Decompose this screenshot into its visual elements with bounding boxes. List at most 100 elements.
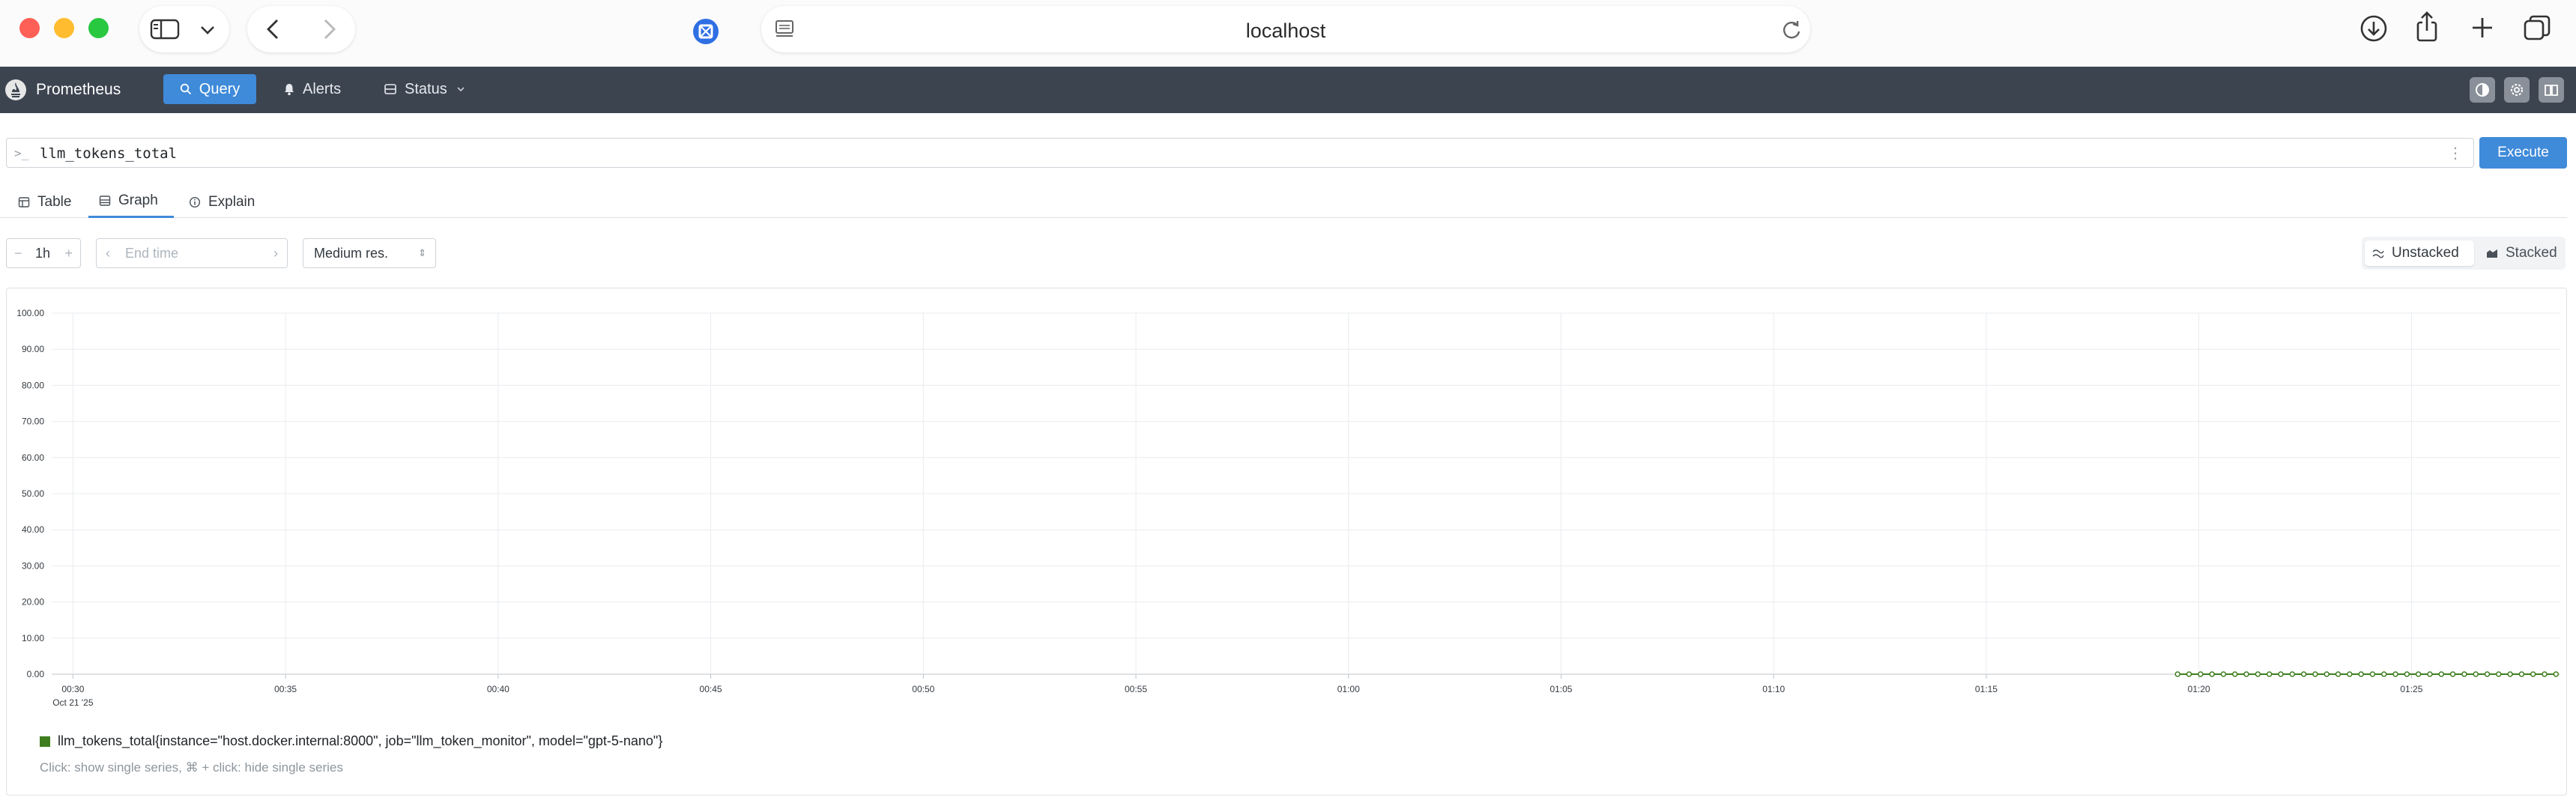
range-input[interactable]: − 1h +	[6, 238, 81, 268]
unstacked-label: Unstacked	[2392, 245, 2459, 261]
nav-query-label: Query	[199, 80, 241, 97]
x-tick-label: 01:10	[1762, 684, 1785, 694]
settings-button[interactable]	[2504, 77, 2530, 103]
series-label[interactable]: llm_tokens_total{instance="host.docker.i…	[58, 733, 663, 748]
reload-icon[interactable]	[1782, 19, 1801, 40]
y-tick-label: 0.00	[27, 669, 45, 679]
nav-status-label: Status	[405, 80, 447, 97]
x-tick-label: 00:30	[61, 684, 84, 694]
data-point	[2484, 671, 2491, 677]
history-nav-group	[247, 6, 355, 52]
nav-alerts-button[interactable]: Alerts	[280, 74, 355, 104]
unstacked-option[interactable]: Unstacked	[2365, 240, 2474, 266]
page-settings-icon[interactable]	[773, 19, 796, 39]
data-point	[2473, 671, 2479, 677]
time-series-chart[interactable]: 0.00 10.00 20.00 30.00 40.00 50.00 60.00 70.00 8…	[7, 288, 2568, 723]
query-expression-input[interactable]: >_ llm_tokens_total ⋮	[6, 138, 2474, 168]
data-point	[2347, 671, 2353, 677]
y-tick-label: 30.00	[22, 560, 44, 571]
query-expression-text[interactable]: llm_tokens_total	[40, 145, 178, 162]
back-arrow-icon[interactable]	[265, 18, 280, 40]
end-time-placeholder[interactable]: End time	[125, 245, 179, 261]
end-time-input[interactable]: ‹ End time ›	[96, 238, 288, 268]
nav-status-menu[interactable]: Status	[382, 74, 480, 104]
extension-area	[682, 6, 734, 52]
resolution-value: Medium res.	[314, 245, 389, 261]
y-tick-label: 100.00	[16, 308, 44, 318]
data-point	[2232, 671, 2238, 677]
sidebar-icon[interactable]	[150, 19, 180, 40]
docs-button[interactable]	[2539, 77, 2564, 103]
chevron-right-icon[interactable]: ›	[273, 245, 278, 261]
address-bar[interactable]: localhost	[761, 6, 1810, 52]
tab-graph[interactable]: Graph	[88, 186, 174, 218]
new-tab-icon[interactable]	[2470, 15, 2495, 40]
data-point	[2518, 671, 2525, 677]
y-tick-label: 10.00	[22, 633, 44, 643]
graph-panel: 0.00 10.00 20.00 30.00 40.00 50.00 60.00 70.00 8…	[6, 288, 2567, 796]
close-window-button[interactable]	[19, 18, 40, 38]
data-point	[2255, 671, 2261, 677]
x-tick-label: 00:55	[1125, 684, 1147, 694]
x-tick-label: 01:00	[1337, 684, 1360, 694]
app-navbar: Prometheus Query Alerts Status	[0, 67, 2576, 113]
data-point	[2496, 671, 2502, 677]
tab-overview-icon[interactable]	[2522, 13, 2552, 43]
data-point	[2289, 671, 2296, 677]
legend-item[interactable]: llm_tokens_total{instance="host.docker.i…	[40, 733, 662, 749]
contrast-icon	[2476, 83, 2489, 97]
chevron-down-icon	[456, 85, 465, 93]
chevron-down-icon[interactable]	[199, 24, 216, 36]
browser-toolbar: localhost	[0, 0, 2576, 67]
data-point	[2243, 671, 2249, 677]
stacked-label: Stacked	[2506, 245, 2557, 261]
share-icon[interactable]	[2414, 10, 2440, 43]
tab-explain-label: Explain	[208, 193, 256, 210]
data-point	[2381, 671, 2387, 677]
y-tick-label: 80.00	[22, 380, 44, 390]
data-point	[2461, 671, 2467, 677]
tab-graph-label: Graph	[118, 193, 158, 208]
info-icon	[189, 196, 201, 208]
download-icon[interactable]	[2359, 13, 2389, 43]
bell-icon	[283, 82, 295, 96]
theme-toggle-button[interactable]	[2470, 77, 2495, 103]
data-point	[2335, 671, 2341, 677]
select-caret-icon: ⇕	[418, 247, 426, 258]
y-tick-label: 50.00	[22, 488, 44, 499]
stacking-toggle: Unstacked Stacked	[2362, 237, 2566, 270]
result-tabs: Table Graph Explain	[0, 186, 2567, 218]
series-color-swatch	[40, 736, 50, 747]
zoom-window-button[interactable]	[88, 18, 109, 38]
nav-query-button[interactable]: Query	[163, 74, 256, 104]
book-icon	[2545, 85, 2558, 96]
more-vertical-icon[interactable]: ⋮	[2448, 145, 2463, 162]
decrease-range-button[interactable]: −	[14, 245, 22, 261]
data-point	[2392, 671, 2398, 677]
url-text[interactable]: localhost	[1245, 19, 1326, 42]
terminal-prompt-icon: >_	[14, 146, 29, 160]
unstacked-icon	[2372, 248, 2384, 258]
range-value[interactable]: 1h	[35, 245, 51, 261]
brand-name: Prometheus	[36, 81, 121, 98]
data-point	[2174, 671, 2181, 677]
forward-arrow-icon[interactable]	[322, 18, 337, 40]
tab-explain[interactable]: Explain	[189, 186, 255, 218]
extension-icon[interactable]	[692, 18, 719, 45]
search-icon	[180, 83, 192, 95]
minimize-window-button[interactable]	[54, 18, 74, 38]
brand[interactable]: Prometheus	[4, 78, 121, 102]
legend-hint: Click: show single series, ⌘ + click: hi…	[40, 760, 343, 775]
chevron-left-icon[interactable]: ‹	[106, 245, 110, 261]
data-point	[2415, 671, 2422, 677]
data-point	[2358, 671, 2364, 677]
execute-button[interactable]: Execute	[2479, 137, 2567, 169]
x-tick-label: 01:05	[1549, 684, 1572, 694]
data-point	[2542, 671, 2548, 677]
increase-range-button[interactable]: +	[64, 245, 73, 261]
stacked-option[interactable]: Stacked	[2480, 240, 2563, 266]
tab-table[interactable]: Table	[18, 186, 71, 218]
x-tick-label: 00:45	[700, 684, 722, 694]
resolution-select[interactable]: Medium res. ⇕	[303, 238, 436, 268]
y-tick-label: 40.00	[22, 524, 44, 535]
